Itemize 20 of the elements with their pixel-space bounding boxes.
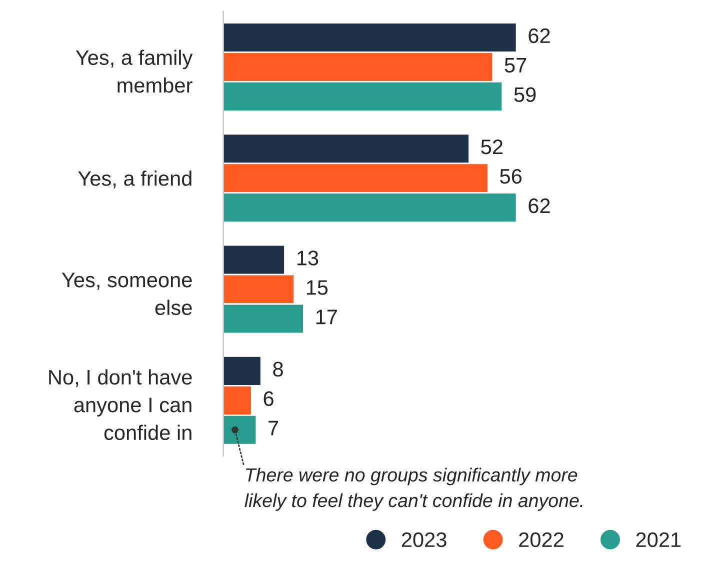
data-label: 6 bbox=[264, 391, 274, 406]
data-label: 13 bbox=[297, 250, 318, 266]
data-label: 59 bbox=[514, 87, 536, 102]
y-tick-label: Yes, a family member bbox=[76, 50, 193, 93]
y-tick-label: Yes, a friend bbox=[78, 170, 192, 188]
y-tick-label: Yes, someone else bbox=[62, 272, 192, 316]
legend-label: 2023 bbox=[402, 532, 446, 548]
data-label: 17 bbox=[316, 310, 337, 324]
legend-label: 2021 bbox=[636, 532, 681, 548]
text: There were no groups significantly more likely to feel they can't confide in anyone. bbox=[244, 468, 582, 511]
data-label: 62 bbox=[528, 198, 550, 214]
data-label: 56 bbox=[500, 168, 522, 184]
data-label: 62 bbox=[528, 28, 550, 44]
data-label: 15 bbox=[306, 280, 328, 295]
legend-label: 2022 bbox=[519, 532, 564, 548]
data-label: 57 bbox=[504, 58, 526, 73]
y-tick-label: No, I don't have anyone I can confide in bbox=[49, 369, 192, 440]
data-label: 7 bbox=[268, 420, 278, 436]
data-label: 52 bbox=[481, 140, 502, 154]
data-label: 8 bbox=[273, 362, 283, 377]
